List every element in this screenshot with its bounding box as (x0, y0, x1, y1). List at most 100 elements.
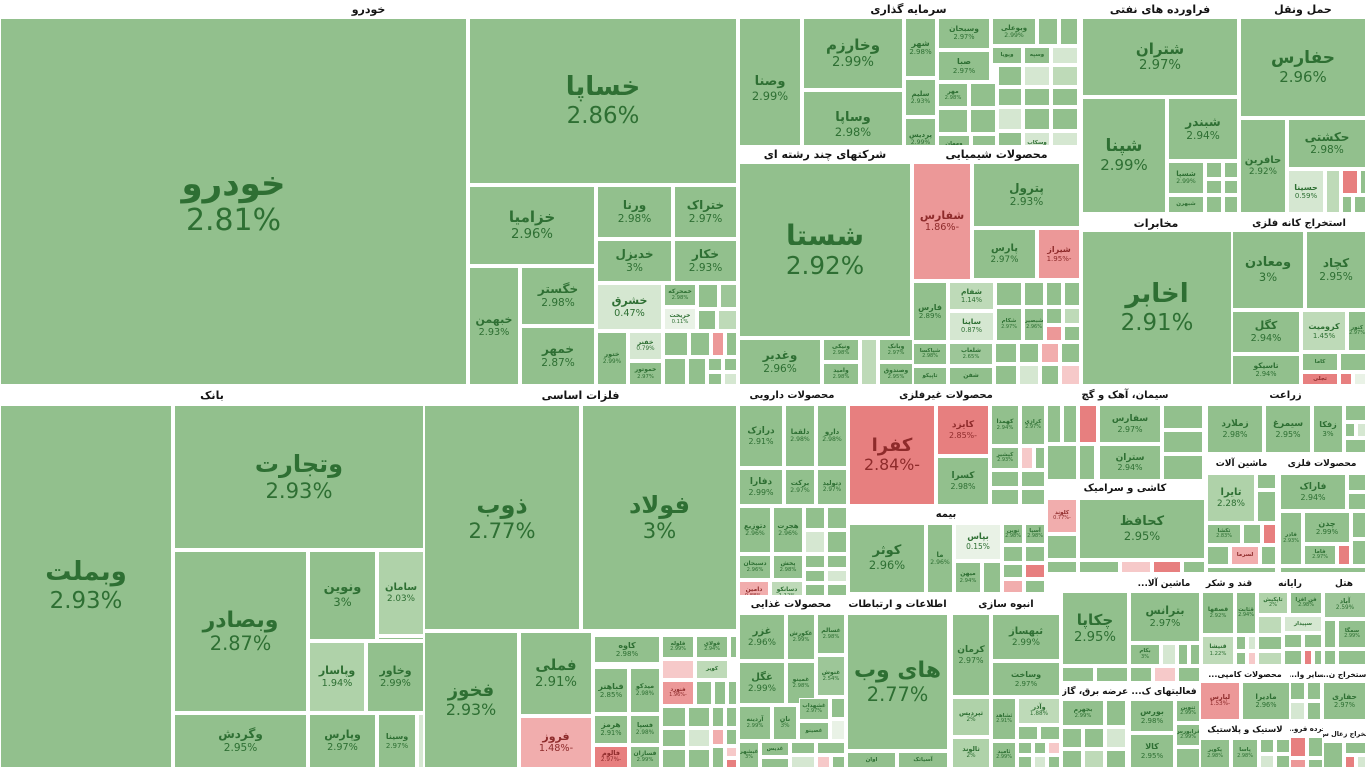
tile-filler[interactable] (1308, 737, 1323, 757)
tile-لسرما[interactable]: لسرما (1231, 546, 1259, 565)
tile-فالوم[interactable]: فالوم -2.97% (594, 746, 628, 768)
tile-filler[interactable] (698, 284, 718, 308)
tile-شبندر[interactable]: شبندر 2.94% (1168, 98, 1238, 160)
tile-filler[interactable] (1284, 650, 1302, 665)
tile-میهن[interactable]: میهن 2.94% (955, 562, 981, 593)
tile-خساپا[interactable]: خساپا 2.86% (469, 18, 737, 184)
tile-filler[interactable] (1357, 756, 1366, 768)
tile-کرازی[interactable]: کرازی 2.97% (1021, 405, 1045, 445)
tile-filler[interactable] (726, 707, 737, 727)
tile-filler[interactable] (831, 720, 845, 740)
tile-دارو[interactable]: دارو 2.98% (817, 405, 847, 467)
tile-filler[interactable] (805, 555, 825, 568)
tile-filler[interactable] (664, 358, 686, 385)
tile-filler[interactable] (1035, 447, 1045, 469)
tile-کسرا[interactable]: کسرا 2.98% (937, 457, 989, 505)
tile-filler[interactable] (1290, 702, 1305, 720)
tile-شسپا[interactable]: شسپا 2.99% (1168, 162, 1204, 194)
tile-filler[interactable] (1207, 567, 1276, 573)
tile-وخاور[interactable]: وخاور 2.99% (367, 642, 424, 712)
tile-تکشا[interactable]: تکشا 2.83% (1207, 524, 1241, 544)
tile-filler[interactable] (1352, 512, 1366, 538)
tile-غسالم[interactable]: غسالم 2.98% (817, 614, 845, 654)
tile-filler[interactable] (728, 681, 737, 705)
tile-filler[interactable] (1034, 756, 1046, 768)
tile-filler[interactable] (1024, 282, 1044, 306)
tile-بکام[interactable]: بکام 3% (1130, 644, 1160, 665)
tile-filler[interactable] (991, 471, 1019, 487)
tile-filler[interactable] (712, 707, 724, 727)
tile-filler[interactable] (1064, 326, 1080, 341)
tile-filler[interactable] (1063, 405, 1077, 443)
tile-خمهر[interactable]: خمهر 2.87% (521, 327, 595, 385)
tile-سفارس[interactable]: سفارس 2.97% (1099, 405, 1161, 443)
tile-filler[interactable] (1018, 726, 1038, 740)
tile-filler[interactable] (1021, 471, 1045, 487)
tile-filler[interactable] (1025, 546, 1045, 562)
tile-filler[interactable] (1178, 667, 1200, 682)
tile-filler[interactable] (714, 681, 726, 705)
tile-filler[interactable] (1206, 162, 1222, 178)
tile-فروز[interactable]: فروز -1.48% (520, 717, 592, 768)
tile-کفرا[interactable]: کفرا -2.84% (849, 405, 935, 505)
tile-filler[interactable] (1324, 620, 1336, 648)
tile-filler[interactable] (1084, 750, 1104, 768)
tile-filler[interactable] (1338, 650, 1366, 665)
tile-بورس[interactable]: بورس 2.98% (1130, 700, 1174, 732)
tile-filler[interactable] (1352, 540, 1366, 565)
tile-خمحرکه[interactable]: خمحرکه 2.98% (664, 284, 696, 306)
tile-ثشاهد[interactable]: ثشاهد 2.91% (992, 698, 1016, 740)
tile-filler[interactable] (1048, 742, 1060, 754)
tile-filler[interactable] (1062, 750, 1082, 768)
tile-filler[interactable] (718, 310, 737, 330)
tile-دفارا[interactable]: دفارا 2.99% (739, 469, 783, 505)
tile-filler[interactable] (761, 758, 789, 768)
tile-filler[interactable] (1153, 561, 1181, 573)
tile-کرمان[interactable]: کرمان 2.97% (952, 614, 990, 696)
tile-بپاس[interactable]: بپاس 0.15% (955, 524, 1001, 560)
tile-filler[interactable] (817, 756, 830, 768)
tile-filler[interactable] (827, 507, 847, 529)
tile-filler[interactable] (1047, 405, 1061, 443)
tile-filler[interactable] (1248, 636, 1256, 650)
tile-filler[interactable] (1258, 636, 1282, 650)
tile-شپنا[interactable]: شپنا 2.99% (1082, 98, 1166, 213)
tile-وپاسار[interactable]: وپاسار 1.94% (309, 642, 365, 712)
tile-filler[interactable] (664, 332, 688, 356)
tile-زملارد[interactable]: زملارد 2.98% (1207, 405, 1263, 453)
tile-filler[interactable] (1106, 728, 1126, 748)
tile-ثبهساز[interactable]: ثبهساز 2.99% (992, 614, 1060, 660)
tile-filler[interactable] (688, 707, 710, 727)
tile-filler[interactable] (1338, 545, 1350, 565)
tile-ونوین[interactable]: ونوین 3% (309, 551, 376, 640)
tile-خفنر[interactable]: خفنر 0.79% (629, 332, 662, 360)
tile-filler[interactable] (1326, 170, 1340, 213)
tile-سپیدار[interactable]: سپیدار (1284, 616, 1322, 632)
tile-سامان[interactable]: سامان 2.03% (378, 551, 424, 635)
tile-خودرو[interactable]: خودرو 2.81% (0, 18, 467, 385)
tile-filler[interactable] (1280, 567, 1366, 573)
tile-فولاد[interactable]: فولاد 3% (582, 405, 737, 630)
tile-filler[interactable] (1354, 196, 1366, 213)
tile-کحافظ[interactable]: کحافظ 2.95% (1079, 499, 1205, 559)
tile-فخوز[interactable]: فخوز 2.93% (424, 632, 518, 768)
tile-filler[interactable] (1257, 474, 1276, 489)
tile-filler[interactable] (861, 339, 877, 385)
tile-filler[interactable] (726, 729, 737, 745)
tile-filler[interactable] (1079, 445, 1095, 480)
tile-filler[interactable] (708, 358, 722, 371)
tile-filler[interactable] (1224, 196, 1238, 213)
tile-filler[interactable] (995, 365, 1017, 385)
tile-غشهداب[interactable]: غشهداب 2.97% (799, 698, 829, 720)
tile-صبا[interactable]: صبا 2.97% (938, 51, 990, 81)
tile-filler[interactable] (1258, 616, 1282, 634)
tile-filler[interactable] (726, 332, 737, 356)
tile-پارس[interactable]: پارس 2.97% (973, 229, 1036, 279)
tile-filler[interactable] (1018, 742, 1032, 754)
tile-آسیا[interactable]: آسیا 2.98% (1025, 524, 1045, 544)
tile-آسیاتک[interactable]: آسیاتک (898, 752, 948, 768)
tile-filler[interactable] (1206, 196, 1222, 213)
tile-filler[interactable] (831, 698, 845, 718)
tile-filler[interactable] (690, 332, 710, 356)
tile-filler[interactable] (1003, 546, 1023, 562)
